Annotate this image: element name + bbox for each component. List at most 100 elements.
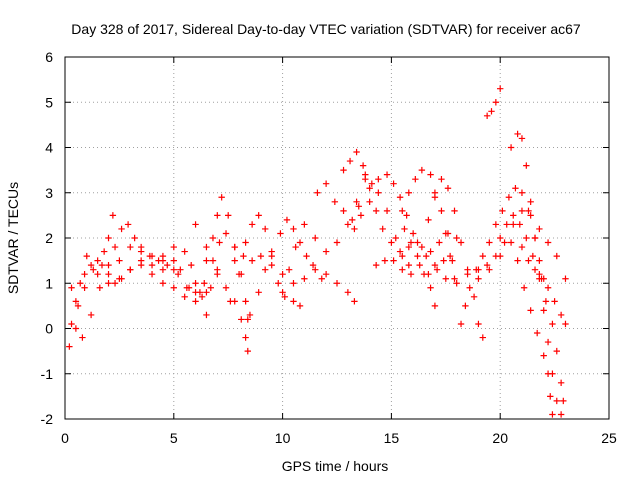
data-point-plus [466,284,473,291]
series-s24 [497,212,567,405]
data-point-plus [392,234,399,242]
data-point-plus [118,225,125,233]
series-s23 [507,130,565,418]
data-point-plus [514,257,521,264]
series-s13 [314,171,413,269]
data-point-plus [390,180,397,187]
data-point-plus [292,243,299,251]
data-point-plus [344,221,352,228]
data-point-plus [420,271,428,278]
data-point-plus [488,108,495,115]
data-point-plus [405,189,413,196]
data-point-plus [518,207,526,215]
data-point-plus [349,216,356,224]
series-s22 [483,85,504,120]
data-point-plus [492,221,500,228]
y-axis-label: SDTVAR / TECUs [5,182,21,294]
data-point-plus [531,234,539,242]
data-point-plus [261,225,269,233]
data-point-plus [399,266,406,273]
data-point-plus [553,397,560,405]
data-point-plus [111,280,119,287]
data-point-plus [368,180,376,187]
data-point-plus [105,234,112,242]
data-point-plus [383,207,391,215]
y-tick-label: 1 [45,275,53,291]
data-point-plus [549,411,556,418]
data-point-plus [427,248,434,255]
data-point-plus [483,261,491,269]
data-point-plus [148,261,156,269]
data-point-plus [438,207,445,215]
data-point-plus [544,370,552,377]
data-point-plus [433,266,441,273]
data-point-plus [170,266,177,273]
data-point-plus [94,257,101,264]
x-tick-label: 15 [384,430,400,446]
data-point-plus [277,230,284,237]
data-point-plus [438,175,445,183]
y-tick-label: 3 [45,185,53,201]
data-point-plus [283,216,291,224]
data-point-plus [405,261,413,269]
x-tick-label: 0 [61,430,69,446]
data-point-plus [96,284,104,291]
data-point-plus [77,280,84,287]
data-point-plus [98,261,106,269]
data-point-plus [159,280,167,287]
data-point-plus [475,266,482,273]
data-point-plus [523,234,530,242]
data-point-plus [231,257,238,264]
data-point-plus [100,248,108,255]
series-s4 [83,252,210,305]
data-point-plus [248,257,256,264]
data-point-plus [486,266,493,273]
data-point-plus [372,261,380,269]
data-point-plus [492,252,500,260]
data-point-plus [431,261,439,269]
data-point-plus [207,284,214,291]
data-point-plus [483,112,491,120]
data-point-plus [192,298,199,305]
data-point-plus [159,252,167,260]
data-point-plus [409,230,417,237]
data-point-plus [192,221,199,228]
data-point-plus [479,334,486,341]
data-point-plus [442,230,449,237]
data-point-plus [527,307,534,314]
data-point-plus [423,252,430,260]
data-point-plus [105,280,112,287]
data-point-plus [412,175,419,183]
data-point-plus [418,243,426,251]
data-point-plus [416,261,423,269]
data-point-plus [462,302,469,310]
y-tick-label: 0 [45,321,53,337]
data-point-plus [457,320,465,328]
data-point-plus [309,261,317,269]
data-point-plus [94,271,101,278]
data-point-plus [231,243,238,251]
data-point-plus [486,239,493,246]
data-point-plus [170,243,177,251]
data-point-plus [440,257,447,264]
data-point-plus [499,207,506,215]
series-s5 [116,243,210,319]
data-point-plus [90,266,97,273]
data-point-plus [431,302,439,310]
data-point-plus [127,266,134,273]
data-point-plus [431,194,439,201]
data-point-plus [340,166,347,174]
data-point-plus [183,284,191,291]
data-point-plus [536,257,543,264]
series-s18 [401,225,439,310]
data-point-plus [340,207,347,215]
data-point-plus [261,266,269,273]
series-s11 [231,252,358,305]
data-point-plus [562,320,569,328]
data-point-plus [492,99,500,106]
data-point-plus [244,316,251,323]
data-point-plus [464,266,471,273]
data-point-plus [116,275,123,282]
data-point-plus [296,239,304,246]
data-point-plus [457,239,465,246]
